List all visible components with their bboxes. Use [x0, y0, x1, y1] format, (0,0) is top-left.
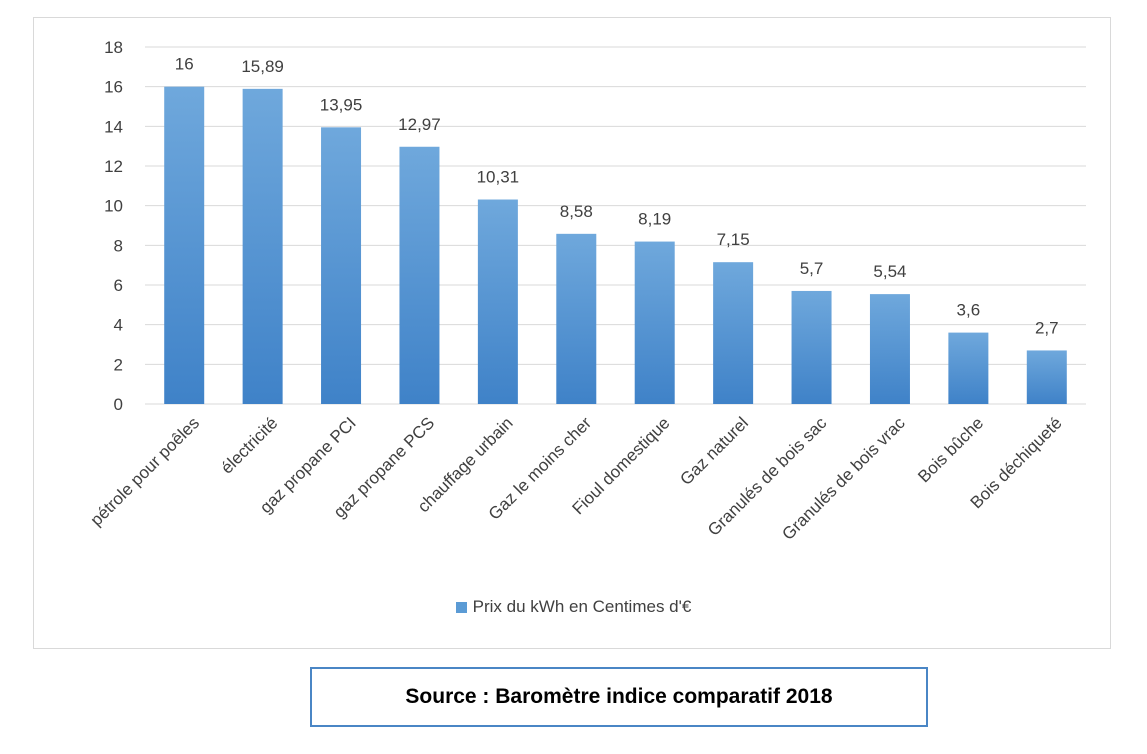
- data-label: 13,95: [320, 95, 363, 114]
- bar: [948, 332, 989, 404]
- y-tick-label: 18: [104, 38, 123, 57]
- bar: [1026, 350, 1067, 404]
- source-text: Source : Baromètre indice comparatif 201…: [405, 685, 833, 708]
- legend-label: Prix du kWh en Centimes d'€: [472, 597, 692, 616]
- bar: [634, 241, 675, 404]
- source-box: Source : Baromètre indice comparatif 201…: [310, 667, 928, 727]
- bar: [321, 127, 362, 404]
- data-label: 2,7: [1035, 318, 1059, 337]
- data-label: 10,31: [477, 168, 520, 187]
- y-tick-label: 0: [114, 395, 123, 414]
- y-tick-label: 8: [114, 236, 123, 255]
- bar: [399, 146, 440, 405]
- bar: [242, 88, 283, 405]
- y-tick-label: 4: [114, 316, 123, 335]
- data-label: 16: [175, 55, 194, 74]
- bar: [477, 199, 518, 404]
- legend-swatch: [455, 602, 467, 613]
- x-tick-label: électricité: [217, 413, 281, 477]
- y-tick-label: 10: [104, 197, 123, 216]
- y-tick-label: 14: [104, 117, 123, 136]
- x-tick-label: pétrole pour poêles: [87, 413, 203, 529]
- x-tick-label: Gaz naturel: [676, 413, 752, 489]
- legend: Prix du kWh en Centimes d'€: [0, 597, 1147, 617]
- bar: [713, 262, 754, 404]
- y-tick-label: 6: [114, 276, 123, 295]
- bar: [869, 294, 910, 404]
- bar: [556, 233, 597, 404]
- bar-chart: 0 2 4 6 8 10 12 14 16 18 16 pétrole pour poêles 15,8…: [87, 38, 1086, 544]
- data-label: 5,54: [873, 262, 906, 281]
- data-label: 3,6: [957, 301, 981, 320]
- x-tick-label: Bois bûche: [914, 413, 987, 486]
- data-label: 5,7: [800, 259, 824, 278]
- bar: [164, 86, 205, 405]
- y-tick-label: 16: [104, 78, 123, 97]
- data-label: 7,15: [717, 230, 750, 249]
- data-label: 8,58: [560, 202, 593, 221]
- data-label: 8,19: [638, 210, 671, 229]
- y-tick-label: 12: [104, 157, 123, 176]
- data-label: 15,89: [241, 57, 284, 76]
- bar: [791, 290, 832, 404]
- y-tick-label: 2: [114, 355, 123, 374]
- data-label: 12,97: [398, 115, 441, 134]
